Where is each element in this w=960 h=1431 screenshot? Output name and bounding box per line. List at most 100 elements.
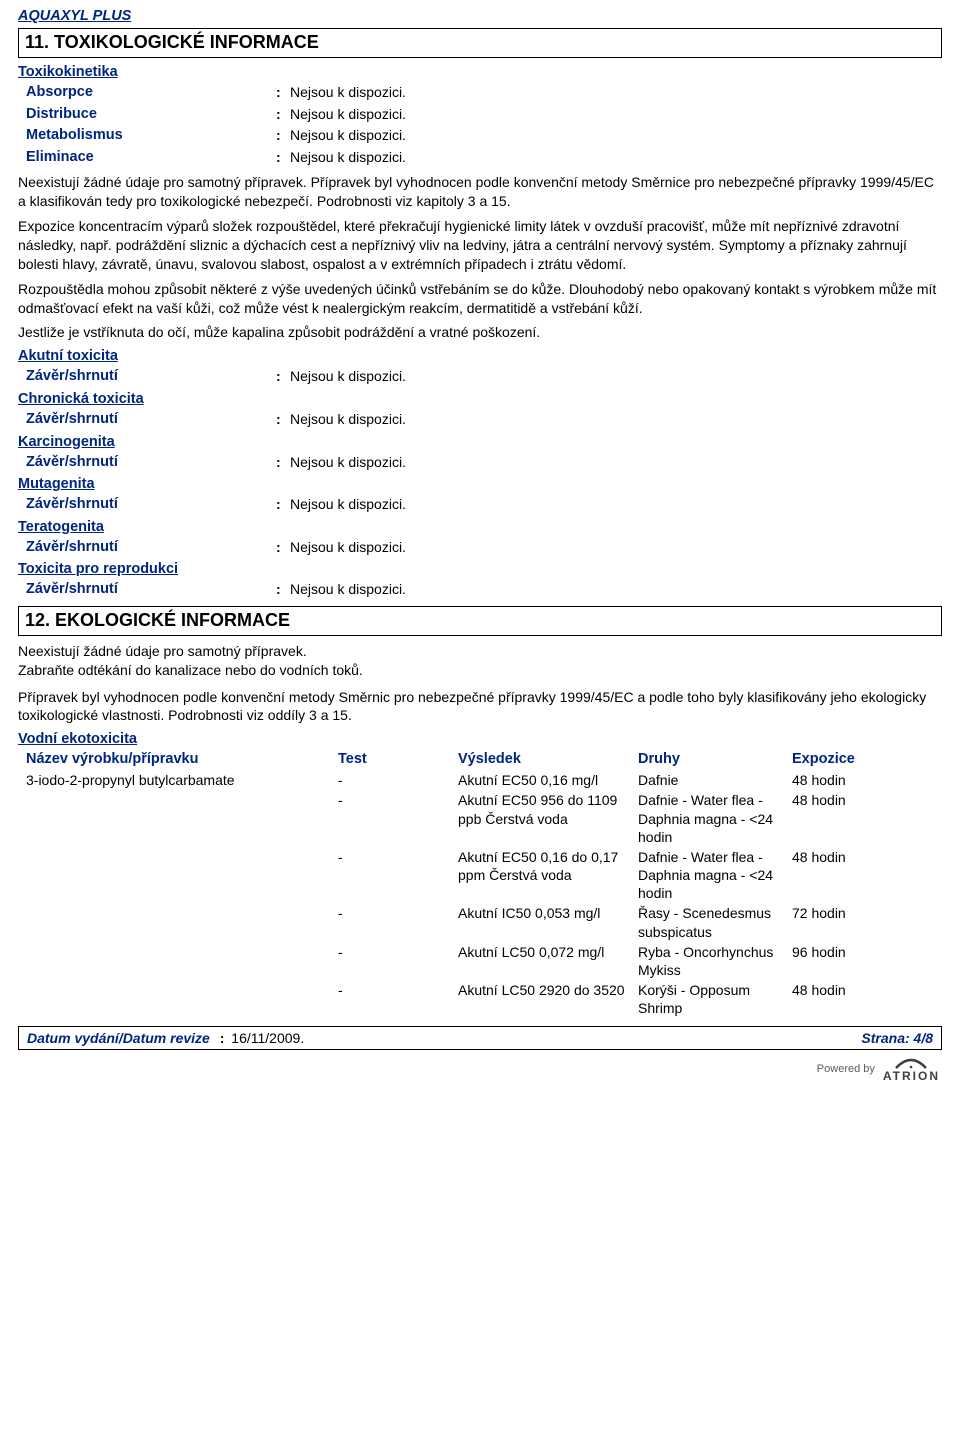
tox-group-heading: Chronická toxicita — [18, 391, 942, 407]
tox-group-heading: Mutagenita — [18, 476, 942, 492]
atrion-logo-icon: ATRION — [883, 1056, 940, 1082]
cell-result: Akutní LC50 2920 do 3520 — [458, 981, 638, 1017]
tox-group-row: Závěr/shrnutí:Nejsou k dispozici. — [26, 580, 942, 600]
cell-result: Akutní EC50 956 do 1109 ppb Čerstvá voda — [458, 791, 638, 846]
cell-test: - — [338, 981, 458, 1017]
cell-species: Řasy - Scenedesmus subspicatus — [638, 904, 792, 940]
section11-para1: Neexistují žádné údaje pro samotný přípr… — [18, 173, 942, 211]
footer-bar: Datum vydání/Datum revize : 16/11/2009. … — [18, 1026, 942, 1050]
ecotox-heading: Vodní ekotoxicita — [18, 731, 942, 747]
section11-para4: Jestliže je vstříknuta do očí, může kapa… — [18, 323, 942, 342]
footer-label: Datum vydání/Datum revize — [27, 1030, 210, 1046]
colon: : — [276, 105, 290, 124]
kv-label: Závěr/shrnutí — [26, 538, 276, 558]
cell-exposure: 48 hodin — [792, 771, 902, 789]
section12-para3: Přípravek byl vyhodnocen podle konvenční… — [18, 688, 942, 726]
cell-result: Akutní LC50 0,072 mg/l — [458, 943, 638, 979]
tox-group-row: Závěr/shrnutí:Nejsou k dispozici. — [26, 453, 942, 473]
cell-name — [18, 791, 338, 846]
colon: : — [276, 453, 290, 472]
kv-distribuce: Distribuce : Nejsou k dispozici. — [26, 105, 942, 125]
kv-label: Závěr/shrnutí — [26, 580, 276, 600]
product-title: AQUAXYL PLUS — [18, 8, 942, 24]
kv-label: Závěr/shrnutí — [26, 453, 276, 473]
kv-label: Metabolismus — [26, 126, 276, 146]
col-header-exposure: Expozice — [792, 750, 902, 769]
section-11-title: 11. TOXIKOLOGICKÉ INFORMACE — [25, 32, 319, 52]
cell-name — [18, 904, 338, 940]
tox-group-row: Závěr/shrnutí:Nejsou k dispozici. — [26, 538, 942, 558]
section12-para1: Neexistují žádné údaje pro samotný přípr… — [18, 642, 942, 661]
cell-test: - — [338, 943, 458, 979]
section-11-box: 11. TOXIKOLOGICKÉ INFORMACE — [18, 28, 942, 58]
ecotox-data-row: -Akutní EC50 956 do 1109 ppb Čerstvá vod… — [18, 791, 942, 846]
kv-value: Nejsou k dispozici. — [290, 126, 942, 145]
kv-value: Nejsou k dispozici. — [290, 453, 942, 472]
cell-exposure: 48 hodin — [792, 791, 902, 846]
section-12-title: 12. EKOLOGICKÉ INFORMACE — [25, 610, 290, 630]
ecotox-data-row: 3-iodo-2-propynyl butylcarbamate-Akutní … — [18, 771, 942, 789]
colon: : — [276, 126, 290, 145]
section12-para2: Zabraňte odtékání do kanalizace nebo do … — [18, 661, 942, 680]
footer-date: 16/11/2009. — [231, 1030, 304, 1046]
colon: : — [276, 410, 290, 429]
col-header-name: Název výrobku/přípravku — [18, 750, 338, 769]
cell-name — [18, 981, 338, 1017]
ecotox-data-row: -Akutní EC50 0,16 do 0,17 ppm Čerstvá vo… — [18, 848, 942, 903]
section11-para3: Rozpouštědla mohou způsobit některé z vý… — [18, 280, 942, 318]
cell-test: - — [338, 904, 458, 940]
colon: : — [276, 495, 290, 514]
tox-group-heading: Karcinogenita — [18, 434, 942, 450]
kv-value: Nejsou k dispozici. — [290, 148, 942, 167]
cell-exposure: 96 hodin — [792, 943, 902, 979]
ecotox-data-row: -Akutní IC50 0,053 mg/lŘasy - Scenedesmu… — [18, 904, 942, 940]
colon: : — [276, 83, 290, 102]
col-header-result: Výsledek — [458, 750, 638, 769]
colon: : — [276, 367, 290, 386]
cell-species: Korýši - Opposum Shrimp — [638, 981, 792, 1017]
kv-value: Nejsou k dispozici. — [290, 495, 942, 514]
cell-exposure: 72 hodin — [792, 904, 902, 940]
kv-label: Závěr/shrnutí — [26, 495, 276, 515]
kv-value: Nejsou k dispozici. — [290, 410, 942, 429]
kv-label: Distribuce — [26, 105, 276, 125]
kv-label: Závěr/shrnutí — [26, 367, 276, 387]
kv-metabolismus: Metabolismus : Nejsou k dispozici. — [26, 126, 942, 146]
kv-label: Absorpce — [26, 83, 276, 103]
tox-group-heading: Akutní toxicita — [18, 348, 942, 364]
kv-absorpce: Absorpce : Nejsou k dispozici. — [26, 83, 942, 103]
cell-species: Dafnie - Water flea - Daphnia magna - <2… — [638, 848, 792, 903]
col-header-species: Druhy — [638, 750, 792, 769]
powered-by-block: Powered by ATRION — [18, 1056, 942, 1082]
ecotox-header-row: Název výrobku/přípravku Test Výsledek Dr… — [18, 750, 942, 769]
cell-species: Dafnie — [638, 771, 792, 789]
cell-species: Dafnie - Water flea - Daphnia magna - <2… — [638, 791, 792, 846]
colon: : — [220, 1030, 225, 1046]
colon: : — [276, 538, 290, 557]
kv-eliminace: Eliminace : Nejsou k dispozici. — [26, 148, 942, 168]
section-12-box: 12. EKOLOGICKÉ INFORMACE — [18, 606, 942, 636]
kv-label: Eliminace — [26, 148, 276, 168]
col-header-test: Test — [338, 750, 458, 769]
tox-group-heading: Toxicita pro reprodukci — [18, 561, 942, 577]
cell-result: Akutní EC50 0,16 mg/l — [458, 771, 638, 789]
cell-test: - — [338, 791, 458, 846]
cell-name — [18, 848, 338, 903]
tox-group-heading: Teratogenita — [18, 519, 942, 535]
cell-exposure: 48 hodin — [792, 848, 902, 903]
kv-value: Nejsou k dispozici. — [290, 367, 942, 386]
cell-name — [18, 943, 338, 979]
kv-value: Nejsou k dispozici. — [290, 538, 942, 557]
kv-value: Nejsou k dispozici. — [290, 580, 942, 599]
cell-result: Akutní IC50 0,053 mg/l — [458, 904, 638, 940]
colon: : — [276, 580, 290, 599]
cell-result: Akutní EC50 0,16 do 0,17 ppm Čerstvá vod… — [458, 848, 638, 903]
tox-group-row: Závěr/shrnutí:Nejsou k dispozici. — [26, 410, 942, 430]
cell-exposure: 48 hodin — [792, 981, 902, 1017]
section11-para2: Expozice koncentracím výparů složek rozp… — [18, 217, 942, 274]
kv-value: Nejsou k dispozici. — [290, 105, 942, 124]
cell-name: 3-iodo-2-propynyl butylcarbamate — [18, 771, 338, 789]
cell-test: - — [338, 771, 458, 789]
colon: : — [276, 148, 290, 167]
toxicokinetics-heading: Toxikokinetika — [18, 64, 942, 80]
